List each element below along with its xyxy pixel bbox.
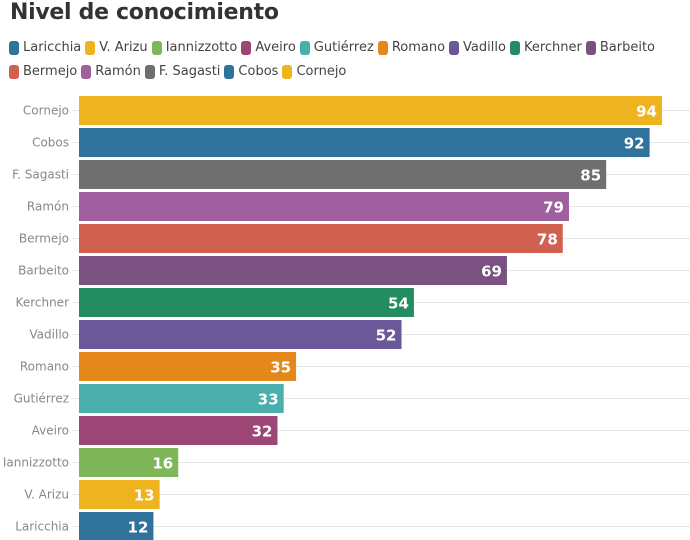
legend-label: V. Arizu: [99, 40, 148, 55]
y-tick-label: Barbeito: [18, 264, 69, 278]
bar[interactable]: [79, 352, 297, 381]
bar[interactable]: [79, 96, 662, 125]
chart-title: Nivel de conocimiento: [10, 0, 279, 25]
legend-swatch: [9, 65, 19, 79]
legend-item[interactable]: Cobos: [224, 62, 278, 82]
legend-label: Kerchner: [523, 40, 582, 55]
bar[interactable]: [79, 128, 650, 157]
legend-label: Laricchia: [23, 40, 82, 55]
bar[interactable]: [79, 480, 160, 509]
data-label: 79: [543, 199, 564, 217]
legend-item[interactable]: Vadillo: [449, 38, 506, 58]
legend-item[interactable]: Ramón: [81, 62, 141, 82]
data-label: 78: [537, 231, 558, 249]
legend-item[interactable]: Gutiérrez: [299, 38, 374, 58]
bar[interactable]: [79, 160, 607, 189]
legend-swatch: [282, 65, 293, 79]
legend-label: Cobos: [238, 64, 279, 79]
bar[interactable]: [79, 192, 569, 221]
legend-swatch: [144, 65, 155, 79]
legend-swatch: [224, 65, 235, 79]
bar[interactable]: [79, 512, 154, 540]
data-label: 69: [481, 263, 502, 281]
legend-label: Romano: [391, 40, 446, 55]
legend-item[interactable]: Kerchner: [509, 38, 582, 58]
legend-swatch: [299, 41, 310, 55]
legend-label: Aveiro: [255, 40, 296, 55]
legend-label: Ramón: [95, 64, 141, 79]
bar[interactable]: [79, 384, 284, 413]
bar[interactable]: [79, 320, 402, 349]
y-tick-label: V. Arizu: [24, 488, 69, 502]
bar[interactable]: [79, 224, 563, 253]
y-tick-label: Kerchner: [16, 296, 70, 310]
legend-item[interactable]: F. Sagasti: [144, 62, 221, 82]
y-tick-label: Cobos: [32, 136, 69, 150]
legend-item[interactable]: Iannizzotto: [151, 38, 238, 58]
data-label: 32: [252, 423, 273, 441]
data-label: 94: [636, 103, 657, 121]
data-label: 85: [580, 167, 601, 185]
y-tick-label: Vadillo: [29, 328, 69, 342]
data-label: 12: [128, 519, 149, 537]
legend-label: Vadillo: [463, 40, 506, 55]
legend-swatch: [509, 41, 520, 55]
legend-swatch: [241, 41, 252, 55]
legend-label: Bermejo: [23, 64, 78, 79]
data-label: 13: [134, 487, 155, 505]
legend-swatch: [9, 41, 19, 55]
legend-item[interactable]: V. Arizu: [85, 38, 148, 58]
legend-item[interactable]: Romano: [377, 38, 446, 58]
legend-swatch: [85, 41, 96, 55]
legend-item[interactable]: Cornejo: [282, 62, 346, 82]
data-label: 52: [376, 327, 397, 345]
y-tick-label: Iannizzotto: [3, 456, 69, 470]
y-tick-label: Bermejo: [19, 232, 69, 246]
data-label: 35: [270, 359, 291, 377]
legend-item[interactable]: Barbeito: [585, 38, 656, 58]
data-label: 92: [624, 135, 645, 153]
bar[interactable]: [79, 448, 179, 477]
data-label: 54: [388, 295, 409, 313]
data-label: 16: [152, 455, 173, 473]
y-tick-label: Laricchia: [15, 520, 69, 534]
y-tick-label: Romano: [20, 360, 69, 374]
legend-swatch: [151, 41, 162, 55]
legend-swatch: [81, 65, 92, 79]
y-tick-label: F. Sagasti: [12, 168, 69, 182]
legend-swatch: [377, 41, 388, 55]
legend-label: Barbeito: [599, 40, 656, 55]
y-tick-label: Cornejo: [23, 104, 69, 118]
y-tick-label: Aveiro: [32, 424, 69, 438]
data-label: 33: [258, 391, 279, 409]
legend-swatch: [449, 41, 460, 55]
legend-label: F. Sagasti: [158, 64, 221, 79]
legend-item[interactable]: Laricchia: [9, 38, 81, 58]
legend-item[interactable]: Bermejo: [9, 62, 77, 82]
bar[interactable]: [79, 416, 278, 445]
bar[interactable]: [79, 288, 414, 317]
chart-legend: Laricchia V. Arizu Iannizzotto Aveiro Gutiér…: [9, 38, 689, 86]
legend-label: Gutiérrez: [313, 40, 374, 55]
y-tick-label: Ramón: [27, 200, 69, 214]
bar[interactable]: [79, 256, 507, 285]
y-tick-label: Gutiérrez: [14, 392, 69, 406]
legend-label: Cornejo: [296, 64, 347, 79]
legend-item[interactable]: Aveiro: [241, 38, 296, 58]
legend-label: Iannizzotto: [165, 40, 238, 55]
legend-swatch: [585, 41, 596, 55]
